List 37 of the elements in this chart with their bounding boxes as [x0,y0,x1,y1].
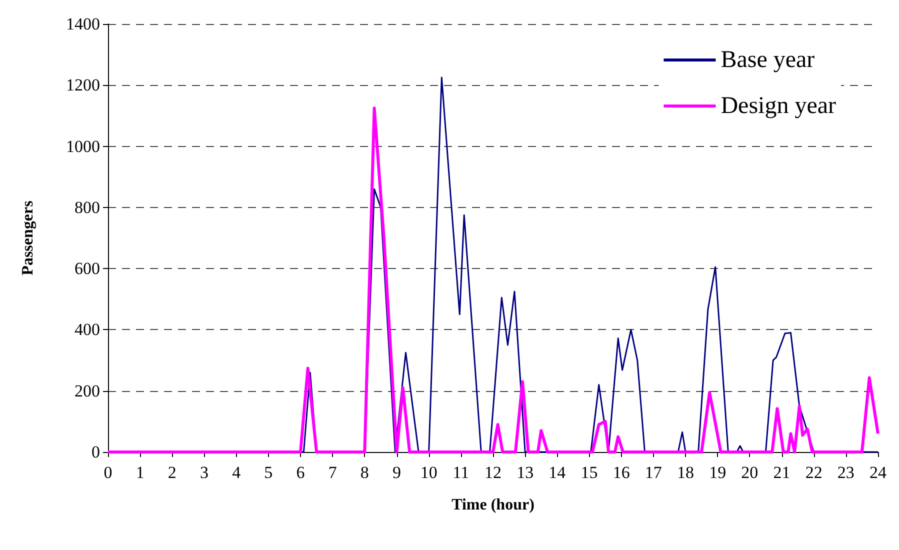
x-tick-label: 8 [360,463,369,482]
x-tick-label: 18 [677,463,694,482]
x-tick-label: 1 [136,463,144,482]
x-tick-label: 3 [200,463,208,482]
x-tick-label: 17 [644,463,662,482]
x-tick-label: 23 [837,463,854,482]
x-tick-label: 20 [741,463,758,482]
legend-label: Base year [720,47,815,73]
x-tick-label: 22 [805,463,822,482]
x-tick-label: 0 [104,463,112,482]
y-axis-title: Passengers [20,200,36,276]
x-tick-label: 19 [709,463,726,482]
x-tick-label: 2 [168,463,176,482]
y-tick-label: 800 [74,198,100,217]
x-tick-label: 13 [516,463,534,482]
x-tick-label: 21 [773,463,790,482]
x-tick-label: 5 [264,463,273,482]
x-tick-label: 11 [452,463,470,482]
x-tick-label: 6 [296,463,305,482]
x-tick-label: 16 [612,463,630,482]
y-tick-label: 400 [74,320,100,340]
x-tick-label: 12 [484,463,502,482]
y-tick-label: 1200 [66,76,100,95]
x-tick-label: 7 [328,463,338,482]
x-tick-label: 15 [580,463,598,482]
x-tick-label: 4 [232,463,242,482]
x-axis-title: Time (hour) [452,496,534,514]
legend-label: Design year [720,93,836,119]
x-tick-label: 10 [420,463,438,482]
y-tick-label: 1000 [66,136,100,156]
y-tick-label: 1400 [66,14,100,34]
y-tick-label: 200 [74,381,100,400]
x-tick-label: 24 [870,463,887,482]
x-tick-label: 14 [548,463,566,482]
y-tick-label: 600 [74,259,100,278]
y-tick-label: 0 [92,442,100,462]
x-tick-label: 9 [392,463,401,482]
